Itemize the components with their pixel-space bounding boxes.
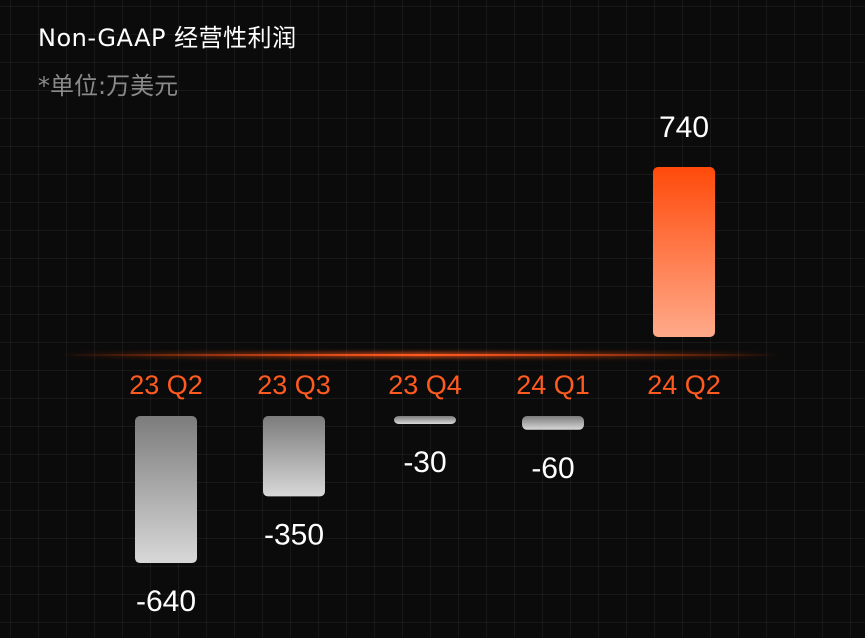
bar-23-q4: [394, 416, 456, 424]
category-label: 24 Q1: [516, 370, 590, 400]
category-label: 23 Q2: [129, 370, 203, 400]
value-label: -640: [136, 585, 196, 618]
bar-23-q2: [135, 416, 197, 564]
chart-title: Non-GAAP 经营性利润: [38, 24, 297, 52]
category-label: 23 Q4: [388, 370, 462, 400]
category-label: 24 Q2: [647, 370, 721, 400]
bar-24-q2: [653, 167, 715, 337]
value-label: -60: [531, 452, 574, 485]
bar-23-q3: [263, 416, 325, 497]
zero-axis-line: [60, 354, 780, 356]
value-label: 740: [659, 111, 709, 144]
chart-subtitle: *单位:万美元: [38, 72, 179, 100]
category-label: 23 Q3: [257, 370, 331, 400]
value-label: -30: [403, 446, 446, 479]
value-label: -350: [264, 518, 324, 551]
bar-24-q1: [522, 416, 584, 430]
